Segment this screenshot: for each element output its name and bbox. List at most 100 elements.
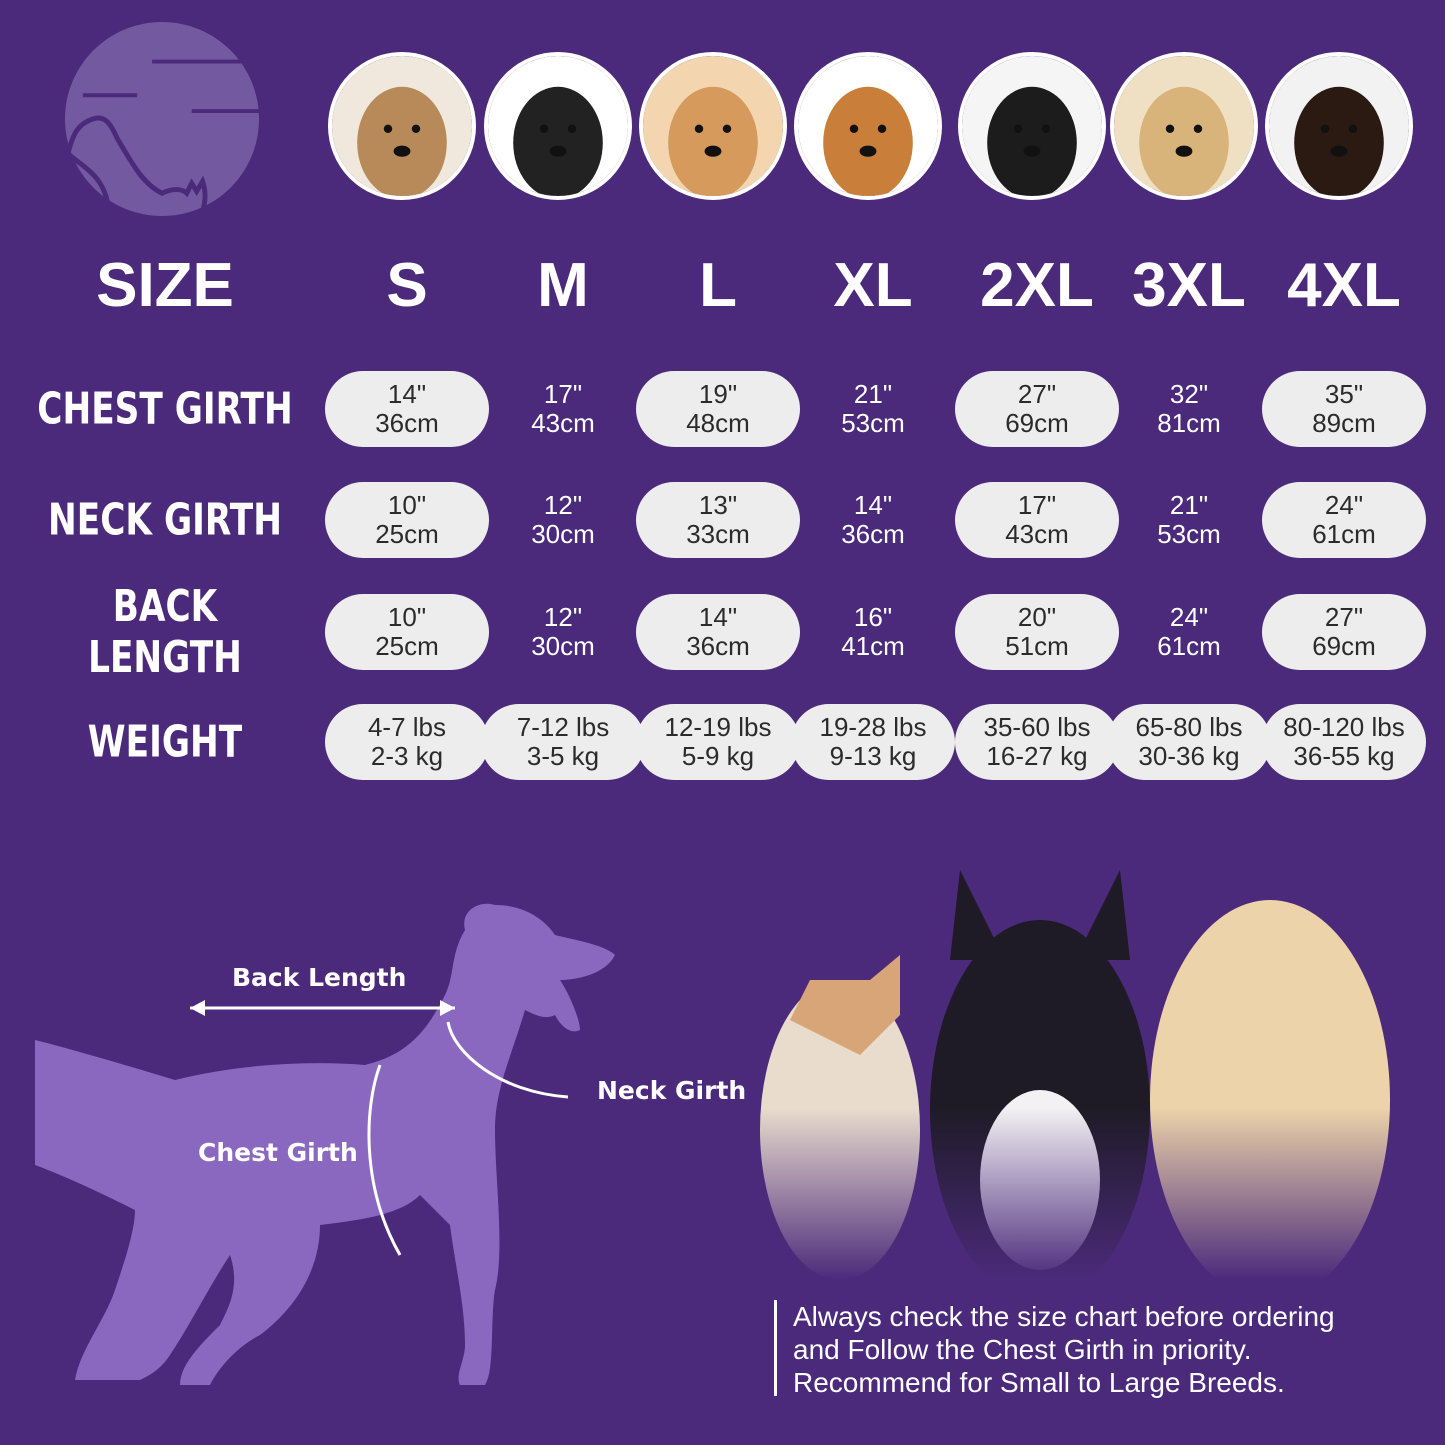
back-length-label: Back Length — [232, 963, 407, 992]
table-cell: 24" 61cm — [1262, 482, 1426, 558]
metric-value: 69cm — [1005, 408, 1069, 438]
metric-value: 33cm — [686, 519, 750, 549]
metric-value: 41cm — [841, 631, 905, 661]
metric-value: 30cm — [531, 519, 595, 549]
breed-photo-xl — [794, 52, 942, 200]
table-cell: 10" 25cm — [325, 594, 489, 670]
imperial-value: 35" — [1324, 379, 1364, 409]
metric-value: 61cm — [1312, 519, 1376, 549]
size-header-l: L — [699, 251, 737, 320]
metric-value: 9-13 kg — [829, 741, 917, 771]
table-cell: 65-80 lbs 30-36 kg — [1107, 704, 1271, 780]
metric-value: 89cm — [1312, 408, 1376, 438]
table-cell: 20" 51cm — [955, 594, 1119, 670]
metric-value: 36cm — [375, 408, 439, 438]
note-line: Recommend for Small to Large Breeds. — [793, 1367, 1285, 1398]
sizing-note: Always check the size chart before order… — [774, 1300, 1335, 1398]
breed-photo-l — [639, 52, 787, 200]
metric-value: 53cm — [1157, 519, 1221, 549]
table-cell: 10" 25cm — [325, 482, 489, 558]
table-cell: 14" 36cm — [636, 594, 800, 670]
row-label: BACK LENGTH — [88, 581, 242, 683]
table-cell: 4-7 lbs 2-3 kg — [325, 704, 489, 780]
imperial-value: 10" — [387, 490, 427, 520]
imperial-value: 14" — [387, 379, 427, 409]
imperial-value: 32" — [1169, 379, 1209, 409]
table-cell: 17" 43cm — [481, 371, 645, 447]
metric-value: 5-9 kg — [681, 741, 755, 771]
note-line: Always check the size chart before order… — [793, 1301, 1335, 1332]
imperial-value: 65-80 lbs — [1135, 712, 1243, 742]
table-cell: 12-19 lbs 5-9 kg — [636, 704, 800, 780]
metric-value: 36-55 kg — [1293, 741, 1395, 771]
metric-value: 30cm — [531, 631, 595, 661]
note-line: and Follow the Chest Girth in priority. — [793, 1334, 1252, 1365]
table-cell: 35-60 lbs 16-27 kg — [955, 704, 1119, 780]
imperial-value: 4-7 lbs — [367, 712, 447, 742]
imperial-value: 20" — [1017, 602, 1057, 632]
imperial-value: 14" — [853, 490, 893, 520]
imperial-value: 19-28 lbs — [819, 712, 927, 742]
imperial-value: 12" — [543, 602, 583, 632]
table-cell: 19" 48cm — [636, 371, 800, 447]
metric-value: 16-27 kg — [986, 741, 1088, 771]
imperial-value: 14" — [698, 602, 738, 632]
table-cell: 21" 53cm — [1107, 482, 1271, 558]
metric-value: 30-36 kg — [1138, 741, 1240, 771]
metric-value: 36cm — [841, 519, 905, 549]
breed-photo-4xl — [1265, 52, 1413, 200]
brand-logo — [64, 21, 261, 218]
table-cell: 19-28 lbs 9-13 kg — [791, 704, 955, 780]
table-cell: 27" 69cm — [1262, 594, 1426, 670]
table-cell: 27" 69cm — [955, 371, 1119, 447]
metric-value: 25cm — [375, 631, 439, 661]
imperial-value: 7-12 lbs — [516, 712, 610, 742]
imperial-value: 19" — [698, 379, 738, 409]
imperial-value: 12" — [543, 490, 583, 520]
table-cell: 13" 33cm — [636, 482, 800, 558]
dog-silhouette-diagram — [35, 903, 615, 1385]
imperial-value: 27" — [1017, 379, 1057, 409]
metric-value: 36cm — [686, 631, 750, 661]
imperial-value: 21" — [1169, 490, 1209, 520]
imperial-value: 21" — [853, 379, 893, 409]
imperial-value: 27" — [1324, 602, 1364, 632]
imperial-value: 10" — [387, 602, 427, 632]
table-cell: 7-12 lbs 3-5 kg — [481, 704, 645, 780]
chest-girth-label: Chest Girth — [198, 1138, 358, 1167]
breed-photo-3xl — [1110, 52, 1258, 200]
size-header-3xl: 3XL — [1132, 251, 1246, 320]
imperial-value: 24" — [1324, 490, 1364, 520]
metric-value: 3-5 kg — [526, 741, 600, 771]
size-header-m: M — [537, 251, 589, 320]
table-cell: 35" 89cm — [1262, 371, 1426, 447]
metric-value: 81cm — [1157, 408, 1221, 438]
breed-photo-2xl — [958, 52, 1106, 200]
table-cell: 12" 30cm — [481, 594, 645, 670]
metric-value: 43cm — [1005, 519, 1069, 549]
metric-value: 69cm — [1312, 631, 1376, 661]
row-label: WEIGHT — [87, 716, 243, 768]
metric-value: 61cm — [1157, 631, 1221, 661]
row-label: CHEST GIRTH — [37, 383, 293, 435]
table-cell: 12" 30cm — [481, 482, 645, 558]
table-cell: 14" 36cm — [325, 371, 489, 447]
table-cell: 16" 41cm — [791, 594, 955, 670]
breed-photo-s — [328, 52, 476, 200]
imperial-value: 24" — [1169, 602, 1209, 632]
breed-photo-m — [484, 52, 632, 200]
metric-value: 51cm — [1005, 631, 1069, 661]
imperial-value: 12-19 lbs — [664, 712, 772, 742]
size-header-s: S — [386, 251, 428, 320]
imperial-value: 17" — [543, 379, 583, 409]
size-header: SIZE — [96, 251, 234, 320]
imperial-value: 17" — [1017, 490, 1057, 520]
table-cell: 32" 81cm — [1107, 371, 1271, 447]
imperial-value: 13" — [698, 490, 738, 520]
metric-value: 43cm — [531, 408, 595, 438]
row-label: NECK GIRTH — [48, 494, 282, 546]
imperial-value: 35-60 lbs — [983, 712, 1091, 742]
table-cell: 24" 61cm — [1107, 594, 1271, 670]
metric-value: 25cm — [375, 519, 439, 549]
table-cell: 14" 36cm — [791, 482, 955, 558]
